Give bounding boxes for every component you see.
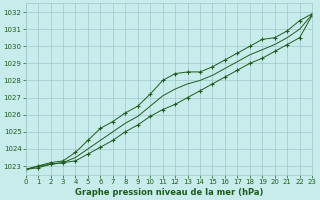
- X-axis label: Graphe pression niveau de la mer (hPa): Graphe pression niveau de la mer (hPa): [75, 188, 263, 197]
